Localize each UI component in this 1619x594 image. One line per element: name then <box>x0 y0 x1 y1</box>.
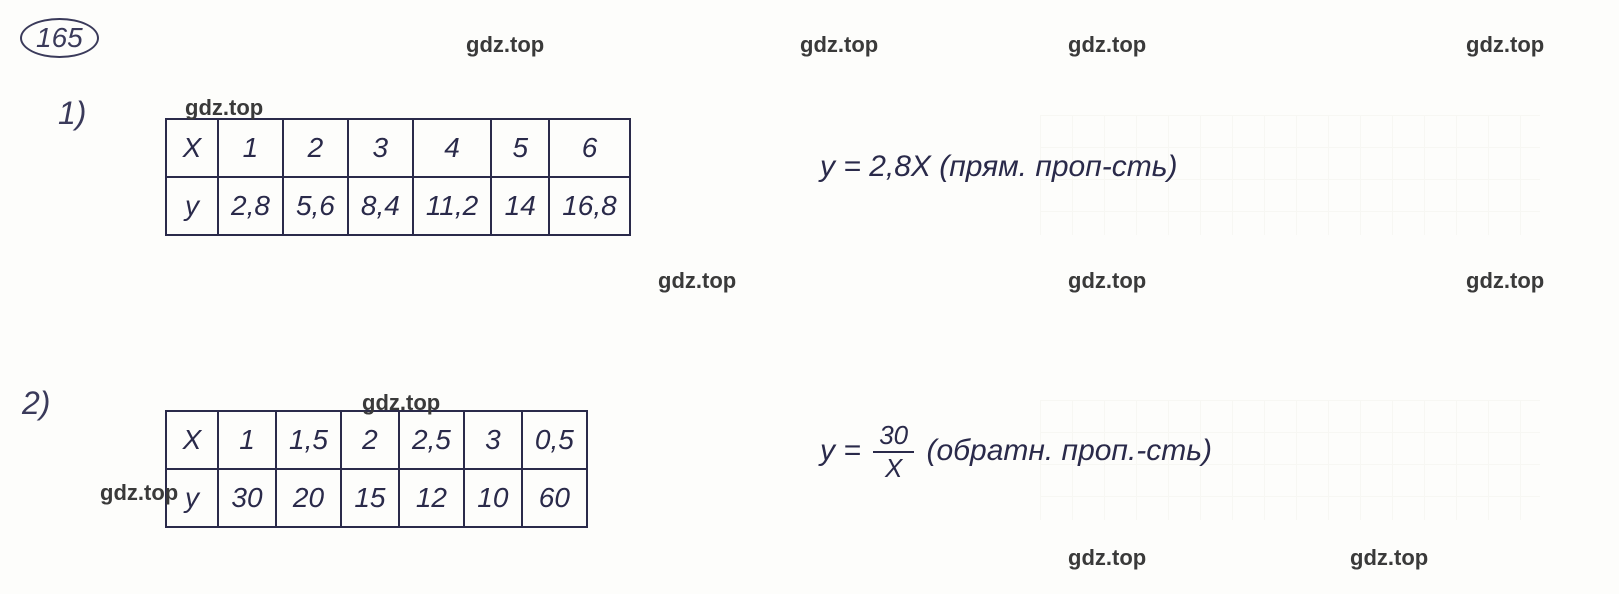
table-row: y 30 20 15 12 10 60 <box>166 469 587 527</box>
watermark: gdz.top <box>466 32 544 58</box>
watermark: gdz.top <box>1466 32 1544 58</box>
cell-y: 2,8 <box>218 177 283 235</box>
watermark: gdz.top <box>800 32 878 58</box>
watermark: gdz.top <box>362 390 440 416</box>
table-row: y 2,8 5,6 8,4 11,2 14 16,8 <box>166 177 630 235</box>
cell-y: 60 <box>522 469 587 527</box>
cell-y: 8,4 <box>348 177 413 235</box>
cell-y: 20 <box>276 469 341 527</box>
table-1: X 1 2 3 4 5 6 y 2,8 5,6 8,4 11,2 14 16,8 <box>165 118 631 236</box>
formula-2: y = 30 X (обратн. проп.-сть) <box>820 420 1212 484</box>
cell-y: 12 <box>399 469 464 527</box>
fraction: 30 X <box>873 420 914 484</box>
cell-y: 30 <box>218 469 276 527</box>
numerator: 30 <box>873 420 914 453</box>
table-row: X 1 1,5 2 2,5 3 0,5 <box>166 411 587 469</box>
row-header-y: y <box>166 177 218 235</box>
watermark: gdz.top <box>1068 268 1146 294</box>
cell-x: 1 <box>218 411 276 469</box>
table-2: X 1 1,5 2 2,5 3 0,5 y 30 20 15 12 10 60 <box>165 410 588 528</box>
denominator: X <box>873 453 914 484</box>
cell-x: 2 <box>341 411 399 469</box>
watermark: gdz.top <box>1068 545 1146 571</box>
row-header-x: X <box>166 411 218 469</box>
table-row: X 1 2 3 4 5 6 <box>166 119 630 177</box>
cell-y: 10 <box>464 469 522 527</box>
cell-y: 16,8 <box>549 177 630 235</box>
formula-1: y = 2,8X (прям. проп-сть) <box>820 150 1177 184</box>
cell-y: 11,2 <box>413 177 491 235</box>
watermark: gdz.top <box>658 268 736 294</box>
cell-x: 2 <box>283 119 348 177</box>
cell-y: 5,6 <box>283 177 348 235</box>
cell-x: 2,5 <box>399 411 464 469</box>
cell-y: 15 <box>341 469 399 527</box>
cell-x: 5 <box>491 119 549 177</box>
part-1-label: 1) <box>58 95 86 132</box>
problem-number: 165 <box>20 18 99 58</box>
watermark: gdz.top <box>1350 545 1428 571</box>
formula-prefix: y = <box>820 434 869 467</box>
row-header-x: X <box>166 119 218 177</box>
watermark: gdz.top <box>100 480 178 506</box>
cell-x: 1,5 <box>276 411 341 469</box>
watermark: gdz.top <box>185 95 263 121</box>
cell-x: 4 <box>413 119 491 177</box>
watermark: gdz.top <box>1466 268 1544 294</box>
watermark: gdz.top <box>1068 32 1146 58</box>
formula-suffix: (обратн. проп.-сть) <box>926 434 1212 467</box>
cell-x: 6 <box>549 119 630 177</box>
part-2-label: 2) <box>22 385 50 422</box>
cell-x: 0,5 <box>522 411 587 469</box>
cell-x: 1 <box>218 119 283 177</box>
cell-x: 3 <box>464 411 522 469</box>
cell-x: 3 <box>348 119 413 177</box>
cell-y: 14 <box>491 177 549 235</box>
